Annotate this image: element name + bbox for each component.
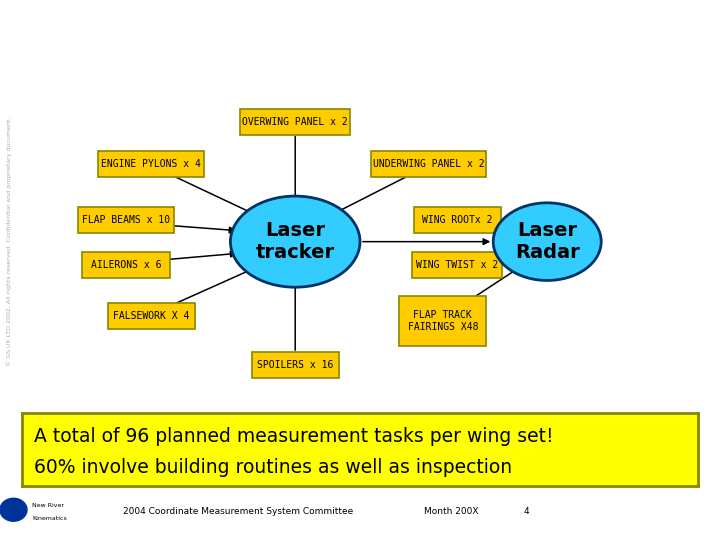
FancyBboxPatch shape xyxy=(82,252,170,278)
Text: A total of 96 planned measurement tasks per wing set!: A total of 96 planned measurement tasks … xyxy=(34,427,554,446)
Text: FLAP BEAMS x 10: FLAP BEAMS x 10 xyxy=(82,215,170,225)
Text: ENGINE PYLONS x 4: ENGINE PYLONS x 4 xyxy=(102,159,201,169)
FancyBboxPatch shape xyxy=(108,303,194,329)
Text: Month 200X: Month 200X xyxy=(424,507,478,516)
Text: Kinematics: Kinematics xyxy=(32,516,67,522)
Text: Laser
tracker: Laser tracker xyxy=(256,221,335,262)
Text: 60% involve building routines as well as inspection: 60% involve building routines as well as… xyxy=(34,458,512,477)
FancyBboxPatch shape xyxy=(413,252,502,278)
Text: New River: New River xyxy=(32,503,64,508)
FancyBboxPatch shape xyxy=(252,352,339,377)
FancyBboxPatch shape xyxy=(371,151,486,177)
FancyBboxPatch shape xyxy=(413,207,501,233)
Text: AIRBUS: AIRBUS xyxy=(647,510,699,523)
Text: FALSEWORK X 4: FALSEWORK X 4 xyxy=(113,311,189,321)
Ellipse shape xyxy=(493,203,601,280)
Text: SPOILERS x 16: SPOILERS x 16 xyxy=(257,360,333,370)
Text: WING TWIST x 2: WING TWIST x 2 xyxy=(416,260,498,271)
Text: © GS UK LTD 2002. All rights reserved. Confidential and proprietary document.: © GS UK LTD 2002. All rights reserved. C… xyxy=(6,117,12,366)
Text: 2004 Coordinate Measurement System Committee: 2004 Coordinate Measurement System Commi… xyxy=(123,507,353,516)
FancyBboxPatch shape xyxy=(399,296,487,346)
FancyBboxPatch shape xyxy=(99,151,204,177)
Text: Laser
Radar: Laser Radar xyxy=(515,221,580,262)
Text: 4: 4 xyxy=(523,507,529,516)
Text: FLAP TRACK
FAIRINGS X48: FLAP TRACK FAIRINGS X48 xyxy=(408,310,478,332)
FancyBboxPatch shape xyxy=(78,207,174,233)
Ellipse shape xyxy=(230,196,360,287)
Text: AILERONS x 6: AILERONS x 6 xyxy=(91,260,161,271)
Text: OVERWING PANEL x 2: OVERWING PANEL x 2 xyxy=(243,117,348,127)
Text: Measured features on an A380 Wing set: Measured features on an A380 Wing set xyxy=(13,25,542,51)
Text: WING ROOTx 2: WING ROOTx 2 xyxy=(422,215,492,225)
Text: UNDERWING PANEL x 2: UNDERWING PANEL x 2 xyxy=(372,159,485,169)
Circle shape xyxy=(0,498,27,521)
FancyBboxPatch shape xyxy=(240,109,351,134)
